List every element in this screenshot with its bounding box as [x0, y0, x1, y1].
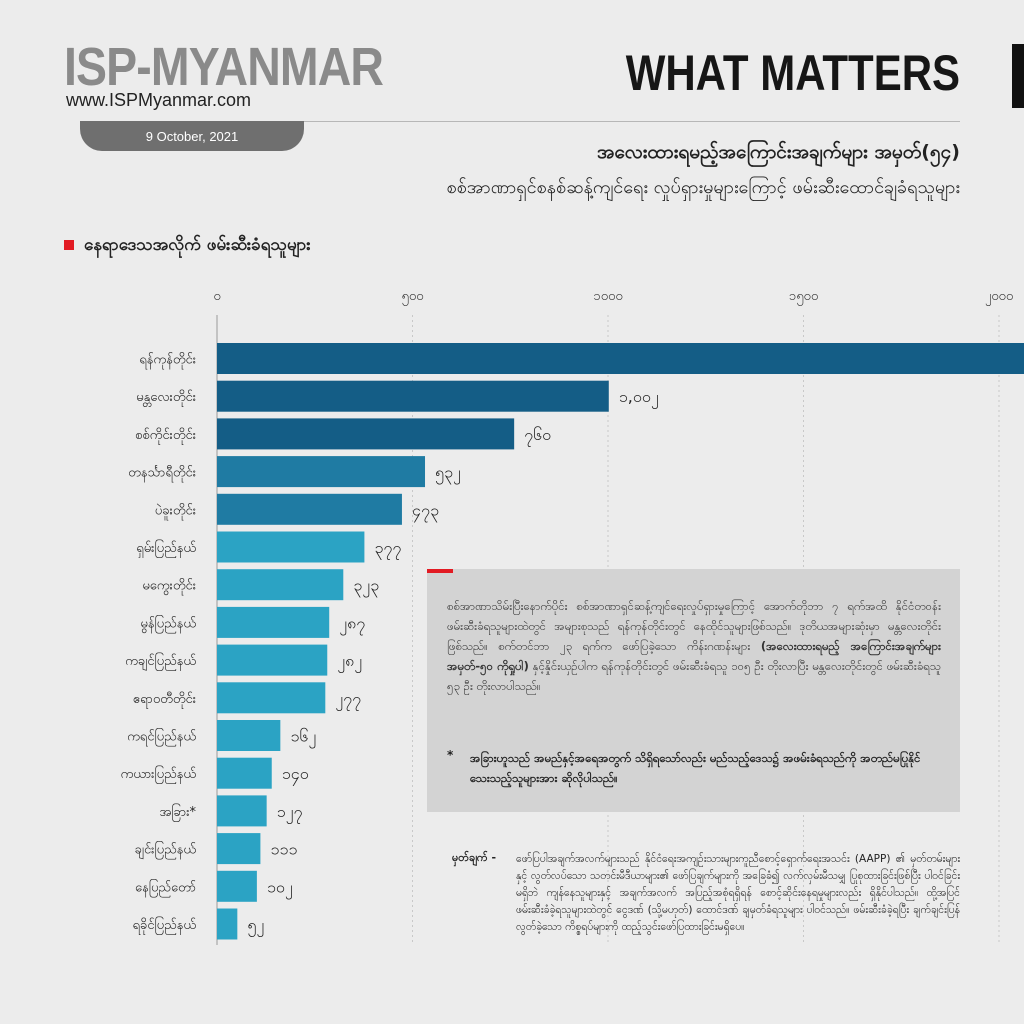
- category-label: ဧရာဝတီတိုင်း: [133, 691, 196, 709]
- x-tick-label: ၀: [213, 289, 220, 304]
- bar: [217, 870, 257, 902]
- value-label: ၂၈၇: [339, 613, 365, 635]
- bar: [217, 720, 281, 751]
- category-label: ရန်ကုန်တိုင်း: [139, 352, 196, 370]
- bar: [217, 757, 272, 789]
- info-text-part-2: နှင့်နှိုင်းယှဉ်ပါက ရန်ကုန်တိုင်းတွင် ဖမ…: [447, 659, 941, 693]
- value-label: ၃၇၇: [374, 538, 401, 560]
- category-label: တနင်္သာရီတိုင်း: [128, 465, 196, 483]
- info-text-reference: (အလေးထားရမည့် အကြောင်းအချက်များ အမှတ်-၅၀…: [447, 639, 941, 673]
- value-label: ၁၁၁: [270, 840, 297, 859]
- series-label: WHAT MATTERS: [625, 45, 960, 101]
- value-label: ၂၈၂: [337, 651, 362, 673]
- date-badge: 9 October, 2021: [80, 121, 304, 151]
- source-label: မှတ်ချက် -: [452, 851, 497, 864]
- info-box-note: အခြားဟူသည် အမည်နှင့်အရေအတွက် သိရှိရသော်လ…: [470, 751, 921, 785]
- note-asterisk: *: [447, 748, 454, 762]
- category-label: ကချင်ပြည်နယ်: [125, 652, 196, 671]
- bar: [217, 606, 330, 638]
- value-label: ၁,၀၀၂: [619, 387, 659, 409]
- category-label: ကရင်ပြည်နယ်: [127, 728, 196, 747]
- info-box: [427, 569, 960, 812]
- value-label: ၅၃၂: [435, 463, 461, 485]
- category-label: ရခိုင်ပြည်နယ်: [132, 916, 196, 935]
- x-tick-label: ၁၀၀၀: [593, 289, 622, 304]
- bar: [217, 418, 515, 450]
- brand-logo-text: ISP-MYANMAR: [64, 37, 384, 97]
- page-title: အလေးထားရမည့်အကြောင်းအချက်များ အမှတ်(၅၄): [597, 141, 960, 163]
- chart-title: နေရာဒေသအလိုက် ဖမ်းဆီးခံရသူများ: [84, 235, 311, 255]
- value-label: ၄၇၃: [412, 500, 439, 522]
- category-label: ရှမ်းပြည်နယ်: [136, 539, 196, 558]
- bar: [217, 493, 402, 525]
- section-marker: [64, 240, 74, 250]
- corner-accent-bar: [1012, 44, 1024, 108]
- bar: [217, 682, 326, 714]
- value-label: ၁၆၂: [290, 727, 316, 749]
- value-label: ၅၂: [247, 915, 264, 937]
- x-tick-label: ၅၀၀: [402, 289, 424, 306]
- category-label: မွန်ပြည်နယ်: [140, 614, 196, 633]
- category-label: နေပြည်တော်: [135, 878, 196, 897]
- x-tick-label: ၁၅၀၀: [789, 289, 818, 306]
- website-url[interactable]: www.ISPMyanmar.com: [66, 90, 252, 110]
- category-label: မန္တလေးတိုင်း: [136, 389, 196, 407]
- bar: [217, 908, 238, 940]
- bar: [217, 380, 609, 412]
- source-text: ဖော်ပြပါအချက်အလက်များသည် နိုင်ငံရေးအကျဉ်…: [516, 853, 960, 933]
- bar: [217, 343, 1024, 374]
- category-label: ချင်းပြည်နယ်: [135, 841, 197, 860]
- info-text-part-1: စစ်အာဏာသိမ်းပြီးနောက်ပိုင်း စစ်အာဏာရှင်ဆ…: [447, 599, 941, 653]
- value-label: ၁၂၇: [277, 802, 303, 824]
- category-label: စစ်ကိုင်းတိုင်း: [135, 427, 196, 445]
- value-label: ၁၀၂: [267, 877, 293, 899]
- bar: [217, 531, 365, 563]
- bar: [217, 795, 267, 827]
- x-tick-label: ၂၀၀၀: [985, 289, 1013, 306]
- bar: [217, 833, 261, 865]
- category-label: မကွေးတိုင်း: [142, 578, 196, 596]
- category-label: ပဲခူးတိုင်း: [155, 502, 196, 520]
- value-label: ၇၆၀: [524, 425, 551, 447]
- value-label: ၁၄၀: [282, 764, 309, 786]
- bar: [217, 569, 344, 601]
- value-label: ၃၂၃: [353, 576, 379, 598]
- bar: [217, 644, 328, 676]
- info-box-text: စစ်အာဏာသိမ်းပြီးနောက်ပိုင်း စစ်အာဏာရှင်ဆ…: [447, 596, 941, 696]
- value-label: ၂၇၇: [335, 689, 361, 711]
- info-box-accent: [427, 569, 453, 573]
- category-label: အခြား*: [159, 803, 196, 822]
- bar: [217, 456, 426, 488]
- category-label: ကယားပြည်နယ်: [121, 765, 197, 784]
- page-subtitle: စစ်အာဏာရှင်စနစ်ဆန့်ကျင်ရေး လှုပ်ရှားမှုမ…: [446, 177, 960, 198]
- header-divider: [80, 121, 960, 122]
